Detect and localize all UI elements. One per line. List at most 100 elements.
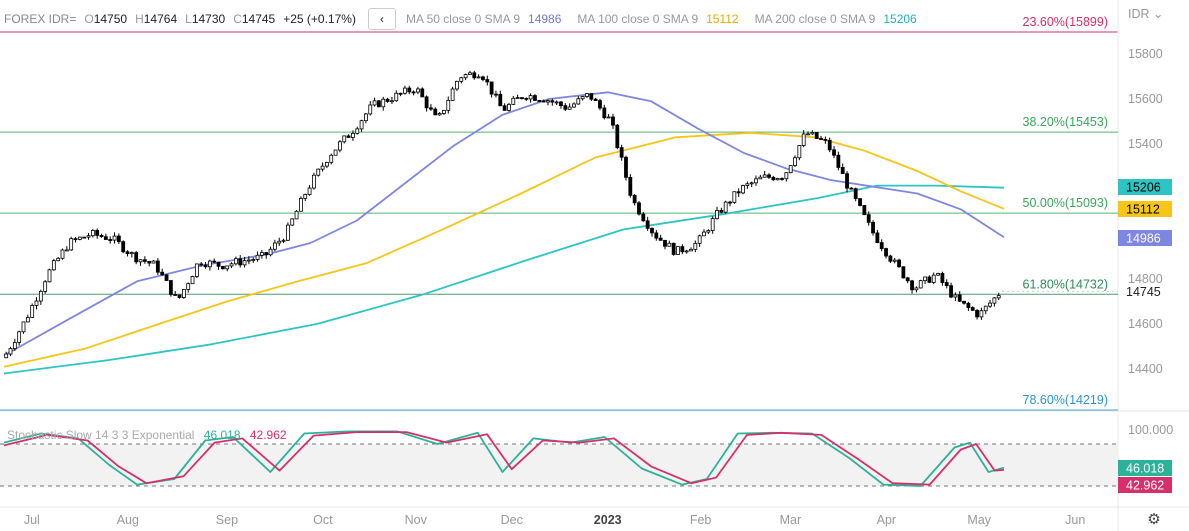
candle-body [30,305,35,318]
stochastic-label: Stochastic Slow 14 3 3 Exponential [7,428,195,442]
candle-body [745,183,750,186]
price-tick-label: 15800 [1128,47,1163,61]
candle [767,173,771,179]
candle-body [320,165,325,170]
stochastic-k-tag: 46.018 [1118,460,1172,476]
candle-body [793,157,797,166]
candle [463,73,468,81]
candle-body [381,98,386,108]
candle [56,256,61,262]
candle-body [780,178,784,180]
candle [129,251,134,258]
candle [329,153,334,165]
time-tick-label: 2023 [594,513,622,527]
candle [73,237,78,243]
candle [142,256,147,264]
candle-body [710,218,715,231]
candle-body [806,133,810,136]
candle-body [797,145,802,159]
candle-body [918,280,923,289]
candle-body [502,105,507,111]
candle [99,233,104,238]
candle [429,104,433,111]
candle [741,184,745,195]
candle-body [190,276,195,285]
candle-body [286,224,290,241]
candle-body [446,99,451,111]
close-label: C [233,12,242,26]
candle [259,249,264,259]
candle-body [732,191,737,203]
time-tick-label: Nov [405,513,428,527]
candle [164,274,169,281]
ma50-line [3,91,1005,357]
candle-body [60,249,65,259]
candle-body [996,295,1001,299]
chart-legend: FOREX IDR= O 14750 H 14764 L 14730 C 14745 +… [4,8,917,30]
candle [988,299,992,308]
candle [325,161,329,169]
candle-body [25,316,30,323]
candle-body [606,116,611,119]
candle-body [103,236,108,240]
candle-body [364,113,368,122]
candle-body [394,92,399,102]
candle-body [515,97,520,99]
candle [957,291,962,303]
candle [901,266,906,279]
candle [468,70,472,75]
candle [359,119,364,132]
close-value: 14745 [241,12,276,26]
candle [827,137,832,153]
candle [281,238,286,244]
time-tick-label: Aug [117,513,139,527]
candle [563,103,568,112]
collapse-legend-button[interactable]: ‹ [367,8,396,30]
candle-body [242,260,247,266]
candle [589,93,594,101]
candle-body [329,154,334,163]
candle [77,236,82,241]
candle [255,251,260,262]
candle [216,261,221,270]
candle [442,109,446,115]
candle-body [125,251,130,255]
candle [433,107,438,116]
candle [793,155,797,167]
candle-body [64,249,69,252]
candle-body [377,100,381,108]
candle-body [667,242,672,247]
candle-body [4,353,9,359]
candle-body [693,242,698,250]
candle-body [207,260,212,268]
candle-body [476,76,481,79]
last-price-label: 14745 [1126,285,1161,299]
candle-body [142,259,147,262]
candle [229,262,234,269]
candle [307,185,312,196]
candle-body [403,87,407,94]
ma50-label: MA 50 close 0 SMA 9 [405,12,521,26]
candle [472,70,477,80]
candle-body [936,273,940,276]
candle [108,236,113,244]
candle [914,286,919,293]
candle-body [706,230,711,233]
candle [879,239,884,252]
candle [355,126,360,135]
candle [212,258,217,264]
candle [394,90,399,102]
candle-body [962,300,966,304]
low-value: 14730 [191,12,226,26]
candle [931,272,936,285]
stochastic-k-line [3,430,1005,487]
gear-icon[interactable]: ⚙ [1147,511,1161,528]
candle-body [21,321,26,333]
candle [272,239,277,252]
ma200-value: 15206 [883,12,917,26]
candle-body [762,174,767,178]
candle-body [416,88,420,93]
candle-body [871,221,875,234]
candle [580,96,585,101]
